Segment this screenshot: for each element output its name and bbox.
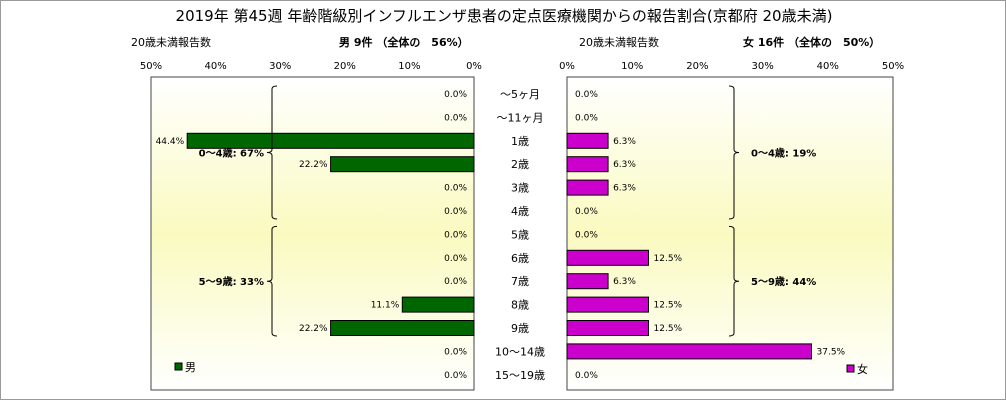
female-value-label: 6.3%	[613, 160, 636, 170]
male-bar	[330, 320, 475, 336]
left-group-label: 5～9歳: 33%	[199, 275, 264, 288]
right-plot-area	[566, 76, 894, 391]
legend-swatch-male	[174, 362, 183, 371]
female-value-label: 6.3%	[613, 277, 636, 287]
age-category-label: 15～19歳	[495, 369, 545, 382]
age-category-label: 1歳	[511, 135, 529, 148]
female-value-label: 0.0%	[575, 113, 598, 123]
male-value-label: 22.2%	[299, 160, 328, 170]
age-category-label: ～11ヶ月	[497, 111, 544, 124]
female-value-label: 0.0%	[575, 207, 598, 217]
female-value-label: 12.5%	[654, 254, 683, 264]
male-bar	[401, 296, 475, 313]
male-value-label: 0.0%	[444, 207, 467, 217]
left-x-tick-label: 50%	[140, 61, 162, 72]
age-category-label: 5歳	[511, 228, 529, 241]
left-group-brace	[266, 225, 278, 337]
chart-title: 2019年 第45週 年齢階級別インフルエンザ患者の定点医療機関からの報告割合(…	[176, 7, 833, 25]
right-group-brace	[728, 225, 740, 337]
left-group-label: 0～4歳: 67%	[199, 147, 264, 160]
age-category-label: 6歳	[511, 252, 529, 265]
left-x-tick-label: 0%	[466, 61, 482, 72]
legend-label-female: 女	[857, 362, 868, 376]
male-value-label: 44.4%	[156, 137, 185, 147]
male-value-label: 22.2%	[299, 324, 328, 334]
female-value-label: 37.5%	[817, 347, 846, 357]
right-x-tick-label: 50%	[882, 61, 904, 72]
male-value-label: 0.0%	[444, 254, 467, 264]
female-bar	[566, 179, 609, 196]
female-value-label: 12.5%	[654, 324, 683, 334]
left-plot-area	[150, 76, 475, 391]
left-x-tick-label: 10%	[398, 61, 420, 72]
male-value-label: 0.0%	[444, 90, 467, 100]
age-category-label: 7歳	[511, 275, 529, 288]
right-header: 女 16件 （全体の 50%）	[743, 35, 880, 49]
right-group-label: 5～9歳: 44%	[751, 275, 816, 288]
male-value-label: 0.0%	[444, 371, 467, 381]
left-x-tick-label: 40%	[204, 61, 226, 72]
age-category-label: 4歳	[511, 205, 529, 218]
right-x-tick-label: 20%	[686, 61, 708, 72]
female-value-label: 0.0%	[575, 90, 598, 100]
left-group-brace	[266, 85, 278, 220]
female-value-label: 6.3%	[613, 184, 636, 194]
male-value-label: 0.0%	[444, 113, 467, 123]
right-group-brace	[728, 85, 740, 220]
male-bar	[330, 156, 475, 173]
male-value-label: 0.0%	[444, 347, 467, 357]
male-value-label: 11.1%	[371, 301, 400, 311]
male-value-label: 0.0%	[444, 184, 467, 194]
female-bar	[566, 132, 609, 149]
age-category-label: 3歳	[511, 182, 529, 195]
left-caption: 20歳未満報告数	[131, 36, 211, 49]
legend-swatch-female	[846, 364, 855, 373]
age-category-label: 10～14歳	[495, 345, 545, 358]
female-value-label: 0.0%	[575, 371, 598, 381]
female-value-label: 6.3%	[613, 137, 636, 147]
female-bar	[566, 249, 649, 266]
left-x-tick-label: 30%	[269, 61, 291, 72]
female-bar	[566, 343, 812, 360]
left-header: 男 9件 （全体の 56%）	[339, 35, 469, 49]
male-bar	[186, 132, 475, 149]
left-x-tick-label: 20%	[334, 61, 356, 72]
age-category-label: 9歳	[511, 322, 529, 335]
right-x-tick-label: 30%	[751, 61, 773, 72]
female-value-label: 12.5%	[654, 301, 683, 311]
female-bar	[566, 156, 609, 173]
right-group-label: 0～4歳: 19%	[751, 147, 816, 160]
female-bar	[566, 320, 649, 336]
female-value-label: 0.0%	[575, 230, 598, 240]
age-category-label: 2歳	[511, 158, 529, 171]
legend-label-male: 男	[185, 361, 196, 374]
right-x-tick-label: 40%	[817, 61, 839, 72]
age-category-label: 8歳	[511, 299, 529, 312]
female-bar	[566, 296, 649, 313]
female-bar	[566, 273, 609, 290]
right-x-tick-label: 10%	[621, 61, 643, 72]
age-category-label: ～5ヶ月	[500, 88, 540, 101]
right-caption: 20歳未満報告数	[579, 36, 659, 49]
male-value-label: 0.0%	[444, 277, 467, 287]
right-x-tick-label: 0%	[559, 61, 575, 72]
male-value-label: 0.0%	[444, 230, 467, 240]
